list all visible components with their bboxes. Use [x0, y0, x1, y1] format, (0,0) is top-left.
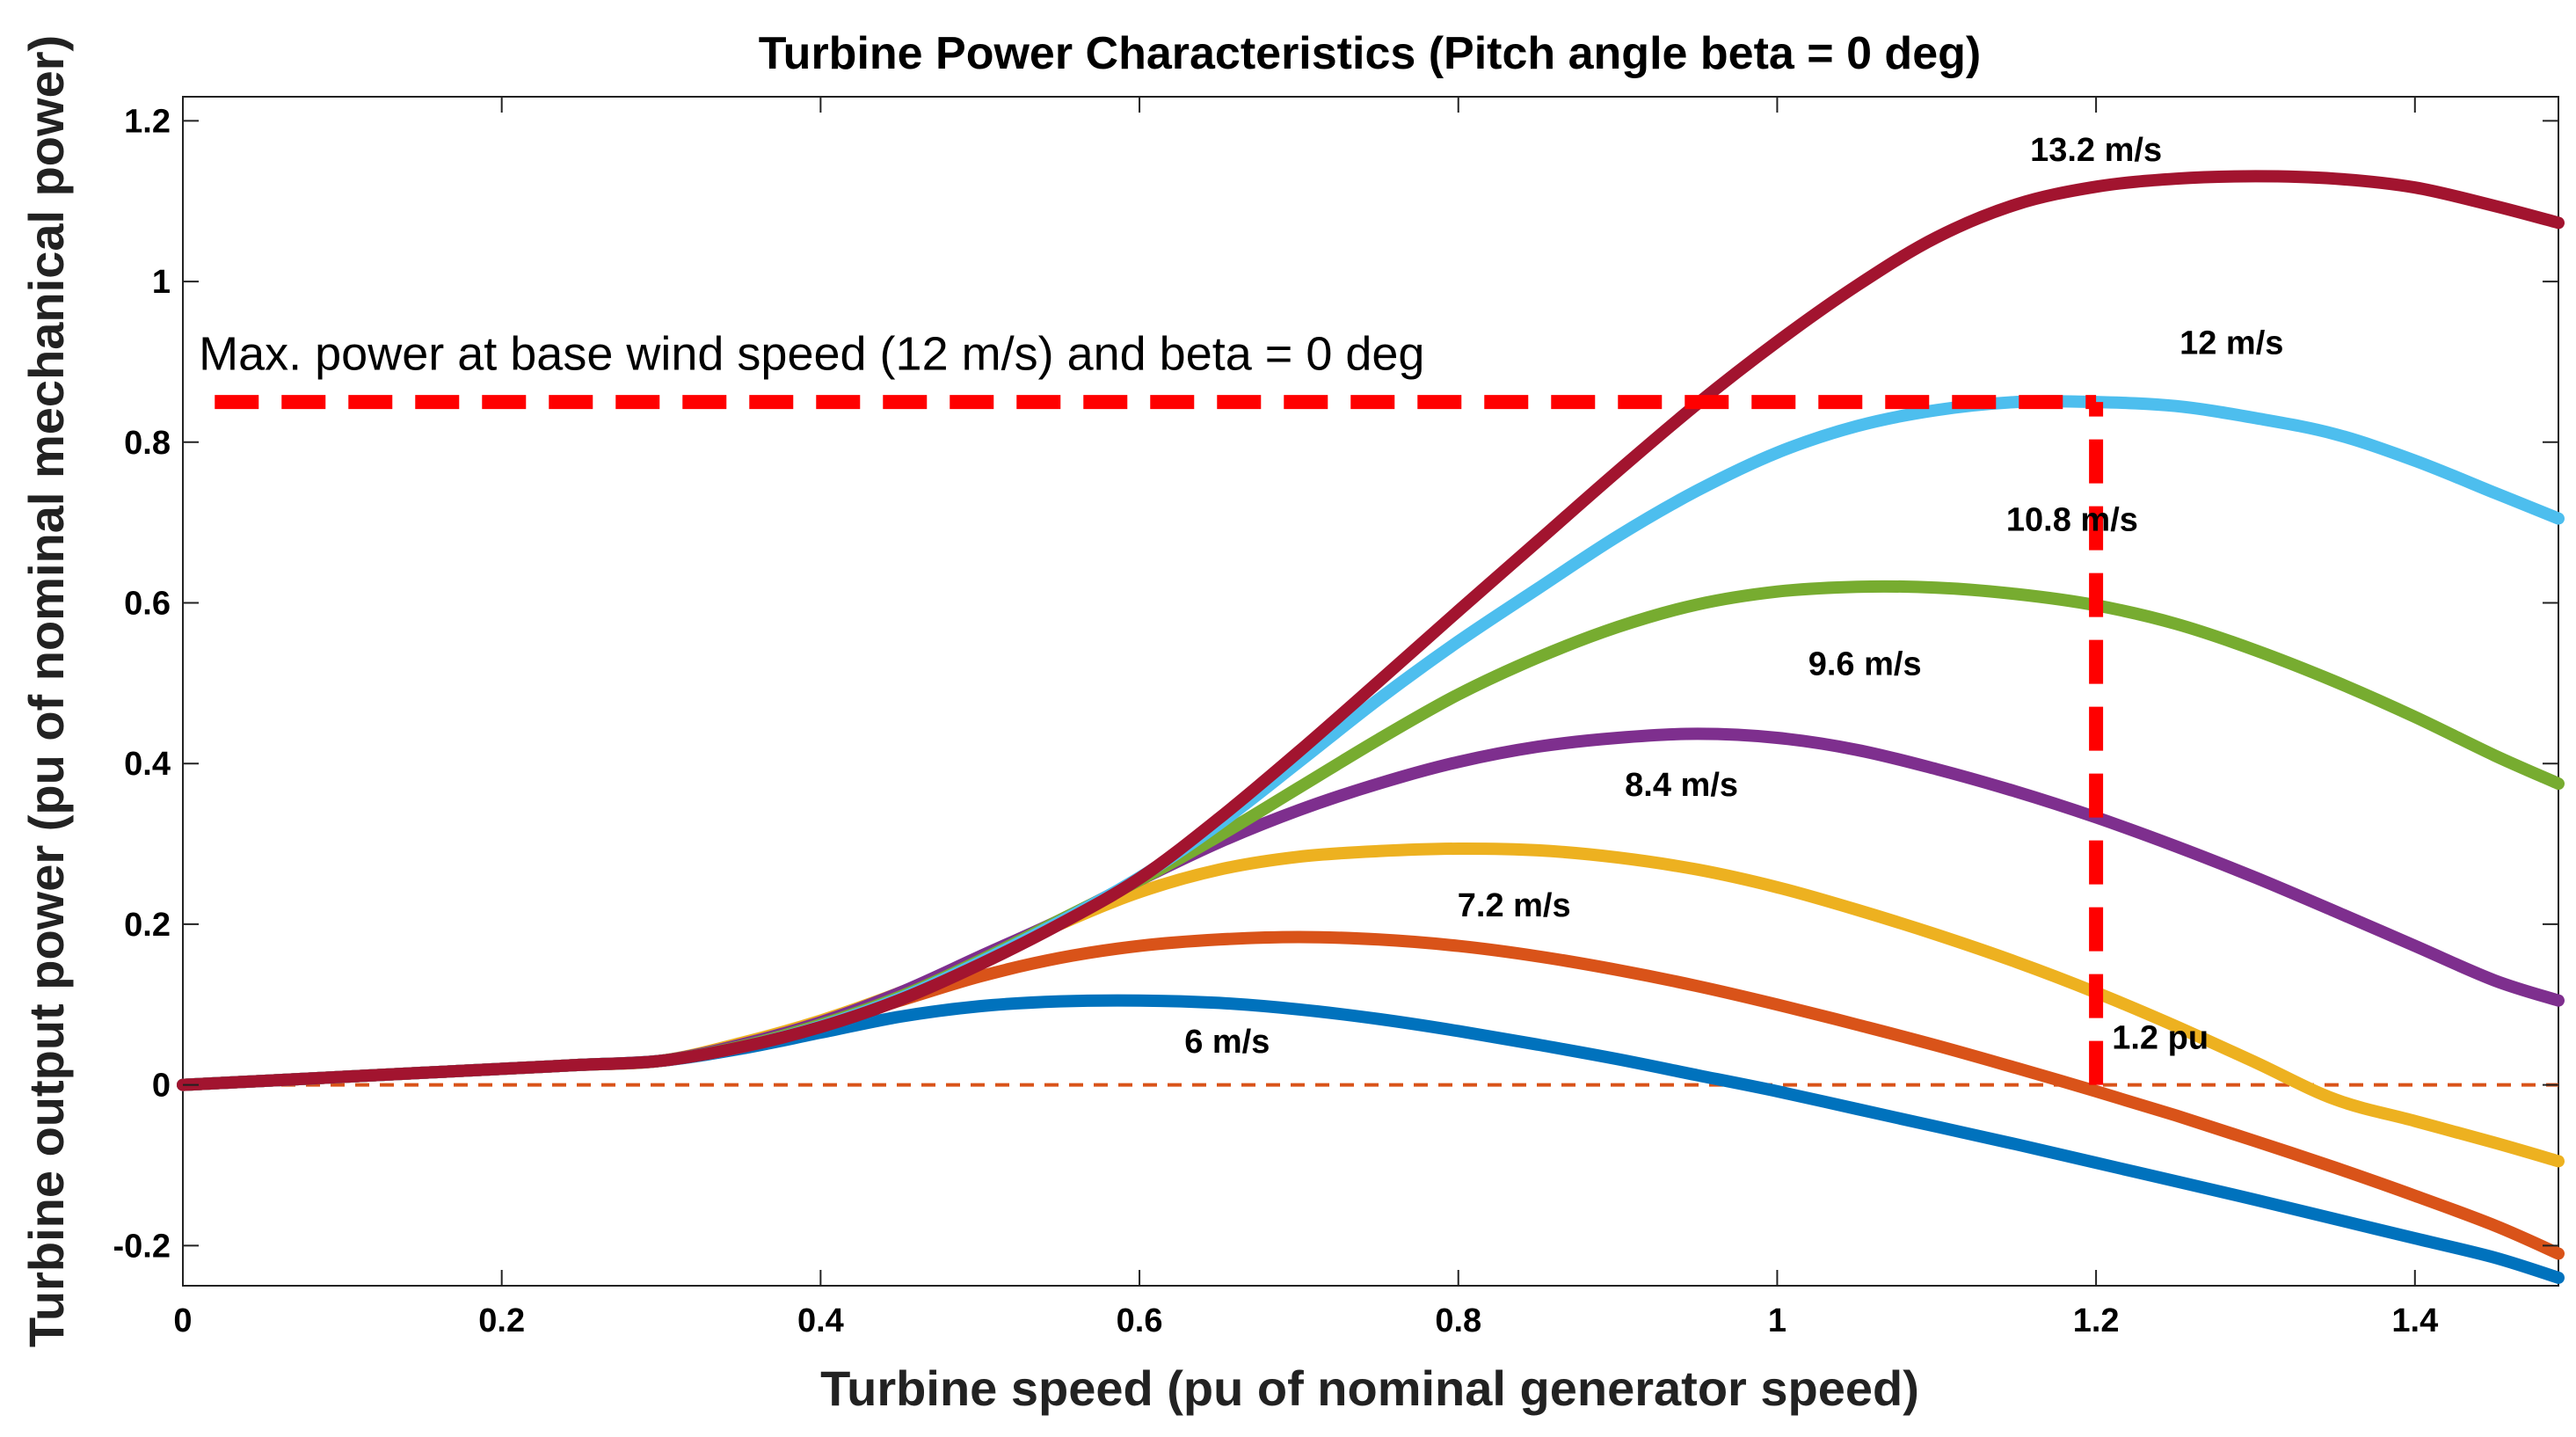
x-tick-label: 0.2 — [478, 1302, 525, 1339]
y-tick-label: 1.2 — [124, 103, 171, 140]
y-tick-label: 0.8 — [124, 425, 171, 462]
speed-annotation: 1.2 pu — [2112, 1020, 2209, 1057]
x-tick-label: 0 — [173, 1302, 192, 1339]
y-axis-label: Turbine output power (pu of nominal mech… — [18, 35, 74, 1347]
series-label: 10.8 m/s — [2006, 501, 2138, 538]
y-tick-label: -0.2 — [113, 1228, 171, 1265]
x-tick-label: 1.4 — [2391, 1302, 2438, 1339]
y-axis-ticks: -0.2 0 0.2 0.4 0.6 0.8 1 1.2 — [113, 103, 2558, 1265]
series-label: 12 m/s — [2179, 325, 2283, 361]
series-label: 6 m/s — [1184, 1024, 1270, 1061]
series-label: 9.6 m/s — [1808, 646, 1922, 683]
y-tick-label: 0.4 — [124, 746, 171, 783]
chart-title: Turbine Power Characteristics (Pitch ang… — [759, 28, 1981, 79]
x-tick-label: 0.6 — [1117, 1302, 1163, 1339]
y-tick-label: 0 — [152, 1068, 171, 1105]
y-tick-label: 1 — [152, 264, 171, 301]
series-label: 8.4 m/s — [1625, 767, 1738, 804]
series-line-13-2-m-s — [177, 170, 2565, 1091]
y-tick-label: 0.2 — [124, 907, 171, 944]
max-power-markers — [215, 395, 2104, 1085]
series-labels: 6 m/s 7.2 m/s 8.4 m/s 9.6 m/s 10.8 m/s 12 m/s… — [1184, 132, 2283, 1061]
series-label: 7.2 m/s — [1458, 887, 1571, 924]
x-axis-ticks: 0 0.2 0.4 0.6 0.8 1 1.2 1.4 — [173, 97, 2438, 1339]
x-tick-label: 1 — [1768, 1302, 1786, 1339]
series-label: 13.2 m/s — [2030, 132, 2162, 169]
x-tick-label: 1.2 — [2073, 1302, 2120, 1339]
annotations: Max. power at base wind speed (12 m/s) a… — [199, 328, 2209, 1057]
x-axis-label: Turbine speed (pu of nominal generator s… — [820, 1360, 1919, 1416]
y-tick-label: 0.6 — [124, 586, 171, 623]
max-power-annotation: Max. power at base wind speed (12 m/s) a… — [199, 328, 1424, 381]
series-lines — [177, 170, 2565, 1284]
x-tick-label: 0.4 — [797, 1302, 844, 1339]
x-tick-label: 0.8 — [1435, 1302, 1481, 1339]
